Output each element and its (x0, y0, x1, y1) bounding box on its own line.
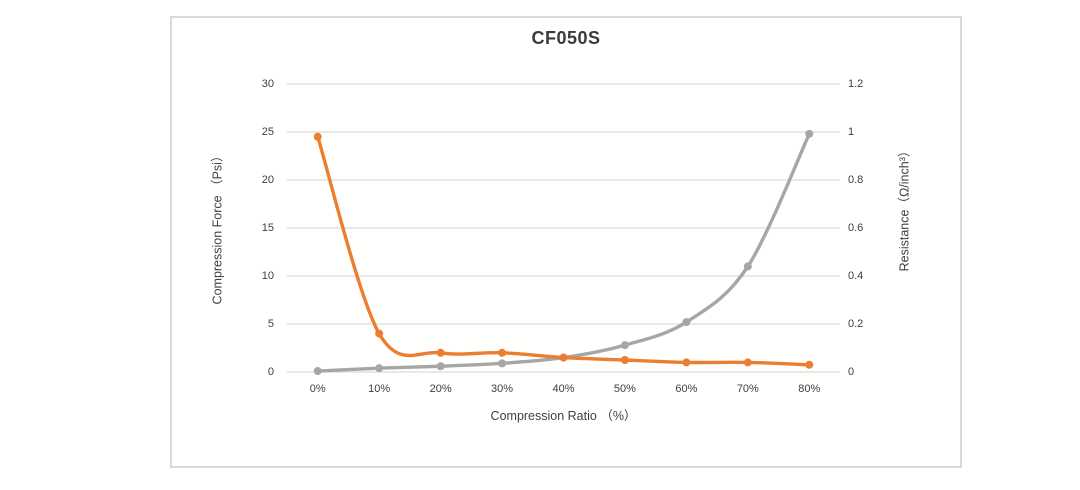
left-axis-tick-label: 30 (261, 78, 274, 90)
left-axis-tick-label: 15 (261, 222, 274, 234)
x-axis-tick-label: 10% (368, 383, 391, 395)
data-point-marker (313, 367, 322, 376)
data-point-marker (559, 353, 568, 362)
right-axis-tick-label: 0.8 (848, 174, 864, 186)
right-axis-tick-label: 0.2 (848, 318, 864, 330)
data-point-marker (436, 362, 445, 371)
data-point-marker (743, 262, 752, 271)
right-axis-tick-label: 1 (848, 126, 855, 138)
data-point-marker (805, 129, 814, 138)
left-axis-tick-label: 25 (261, 126, 274, 138)
chart-title: CF050S (531, 28, 601, 48)
x-axis-tick-label: 80% (798, 383, 821, 395)
data-point-marker (805, 360, 814, 369)
data-point-marker (743, 358, 752, 367)
left-axis-tick-label: 0 (267, 366, 274, 378)
x-axis-tick-label: 0% (309, 383, 326, 395)
data-point-marker (620, 356, 629, 364)
line-chart-canvas (287, 83, 840, 376)
left-axis-tick-label: 10 (261, 270, 274, 282)
left-axis-tick-label: 5 (267, 318, 274, 330)
data-point-marker (498, 348, 507, 357)
data-point-marker (436, 348, 445, 357)
x-axis-tick-label: 50% (613, 383, 636, 395)
x-axis-title: Compression Ratio （%） (490, 409, 637, 423)
x-axis-tick-label: 20% (429, 383, 452, 395)
right-axis-title: Resistance（Ω/inch³） (897, 144, 912, 272)
x-axis-tick-label: 70% (736, 383, 759, 395)
right-axis-tick-label: 0.6 (848, 222, 864, 234)
data-point-marker (375, 364, 384, 373)
data-point-marker (682, 358, 691, 367)
x-axis-tick-label: 60% (675, 383, 698, 395)
data-point-marker (375, 329, 384, 338)
data-point-marker (682, 318, 691, 327)
right-axis-tick-label: 1.2 (848, 78, 864, 90)
series-line-left (316, 132, 811, 373)
right-axis-tick-label: 0 (848, 366, 855, 378)
right-axis-tick-label: 0.4 (848, 270, 864, 282)
x-axis-tick-label: 40% (552, 383, 575, 395)
left-axis-tick-label: 20 (261, 174, 274, 186)
x-axis-tick-label: 30% (491, 383, 514, 395)
data-point-marker (620, 341, 629, 350)
data-point-marker (498, 359, 507, 368)
data-point-marker (313, 132, 322, 141)
plot-area (287, 83, 840, 376)
series-line-right (316, 135, 811, 367)
chart-container: CF050S Compression Force （Psi） Resistanc… (170, 16, 962, 468)
